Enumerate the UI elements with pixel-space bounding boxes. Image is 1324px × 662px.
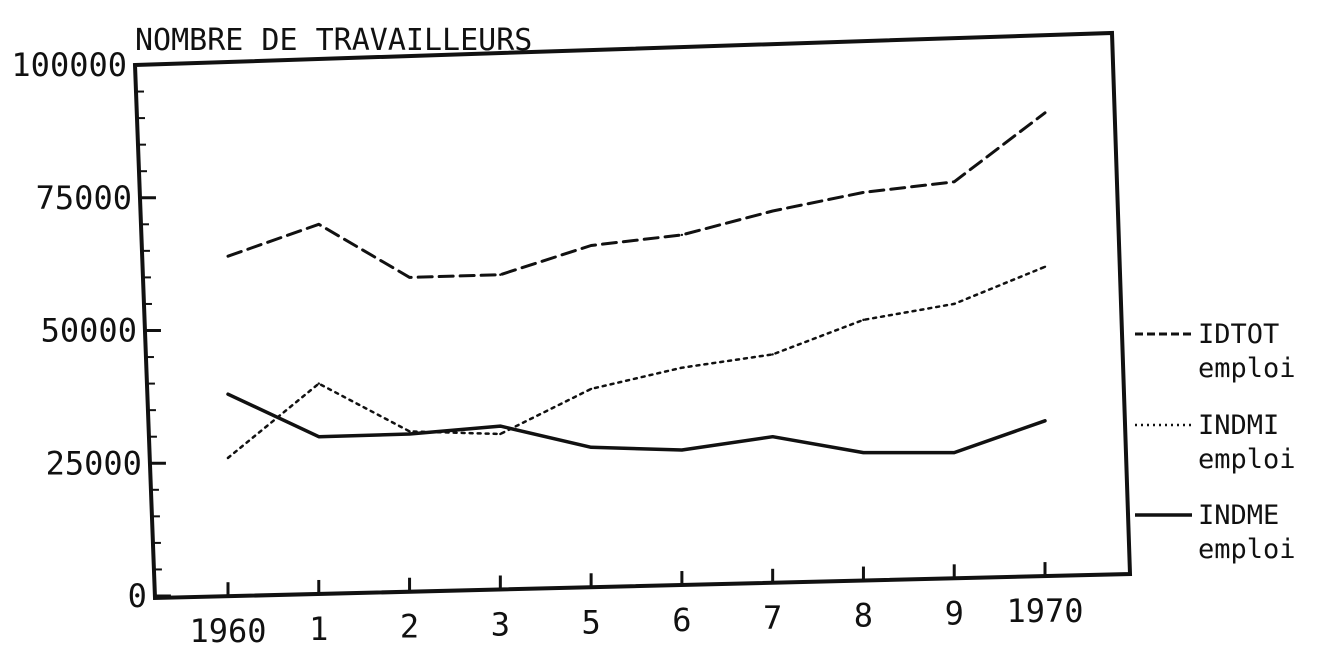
data-point <box>862 451 865 454</box>
x-axis: 1960 1 2 3 5 6 7 8 9 1970 <box>189 562 1084 650</box>
data-point <box>1043 111 1047 114</box>
data-point <box>953 180 956 184</box>
legend-label: IDTOT <box>1198 319 1279 350</box>
data-point <box>499 424 502 428</box>
series-layer <box>226 111 1047 460</box>
x-tick-label: 1960 <box>189 612 266 650</box>
y-tick-label: 25000 <box>46 444 142 482</box>
series-line-indmi <box>226 265 1047 460</box>
data-point <box>953 302 956 306</box>
plot-frame <box>132 30 1133 601</box>
legend-sublabel: emploi <box>1198 444 1296 475</box>
data-point <box>317 382 320 385</box>
data-point <box>317 435 320 438</box>
legend-label: INDMI <box>1198 410 1279 441</box>
y-tick-label: 0 <box>128 577 147 615</box>
data-point <box>771 353 774 356</box>
data-point <box>771 209 774 213</box>
x-tick-label: 9 <box>945 594 964 632</box>
data-point <box>1043 419 1047 422</box>
legend-sublabel: emploi <box>1198 534 1296 565</box>
y-tick-label: 100000 <box>11 46 127 84</box>
data-point <box>226 254 230 258</box>
y-tick-label: 75000 <box>36 179 132 217</box>
data-point <box>953 451 956 454</box>
y-axis: 0 25000 50000 75000 100000 <box>11 46 171 615</box>
x-tick-label: 6 <box>672 601 691 639</box>
series-line-indme <box>226 392 1047 455</box>
data-point <box>317 223 320 226</box>
data-point <box>226 393 230 396</box>
y-tick-label: 50000 <box>41 312 137 350</box>
x-tick-label: 7 <box>763 599 782 637</box>
x-tick-label: 5 <box>581 603 600 641</box>
data-point <box>589 387 593 391</box>
x-tick-label: 1 <box>309 610 328 648</box>
x-tick-label: 2 <box>400 608 419 646</box>
x-tick-label: 1970 <box>1006 592 1083 630</box>
series-line-idtot <box>226 111 1047 279</box>
legend-label: INDME <box>1198 500 1279 531</box>
data-point <box>680 366 684 369</box>
data-point <box>408 276 411 279</box>
data-point <box>499 273 502 276</box>
data-point <box>680 448 684 452</box>
legend-sublabel: emploi <box>1198 353 1296 384</box>
x-tick-label: 3 <box>491 605 510 643</box>
data-point <box>771 435 774 438</box>
data-point <box>408 430 411 433</box>
data-point <box>589 244 593 247</box>
data-point <box>862 191 865 194</box>
x-tick-label: 8 <box>854 597 873 635</box>
data-point <box>589 446 593 449</box>
data-point <box>862 318 865 322</box>
data-point <box>680 233 684 237</box>
data-point <box>408 432 411 436</box>
data-point <box>1043 265 1047 268</box>
data-point <box>226 456 230 460</box>
data-point <box>499 432 502 436</box>
